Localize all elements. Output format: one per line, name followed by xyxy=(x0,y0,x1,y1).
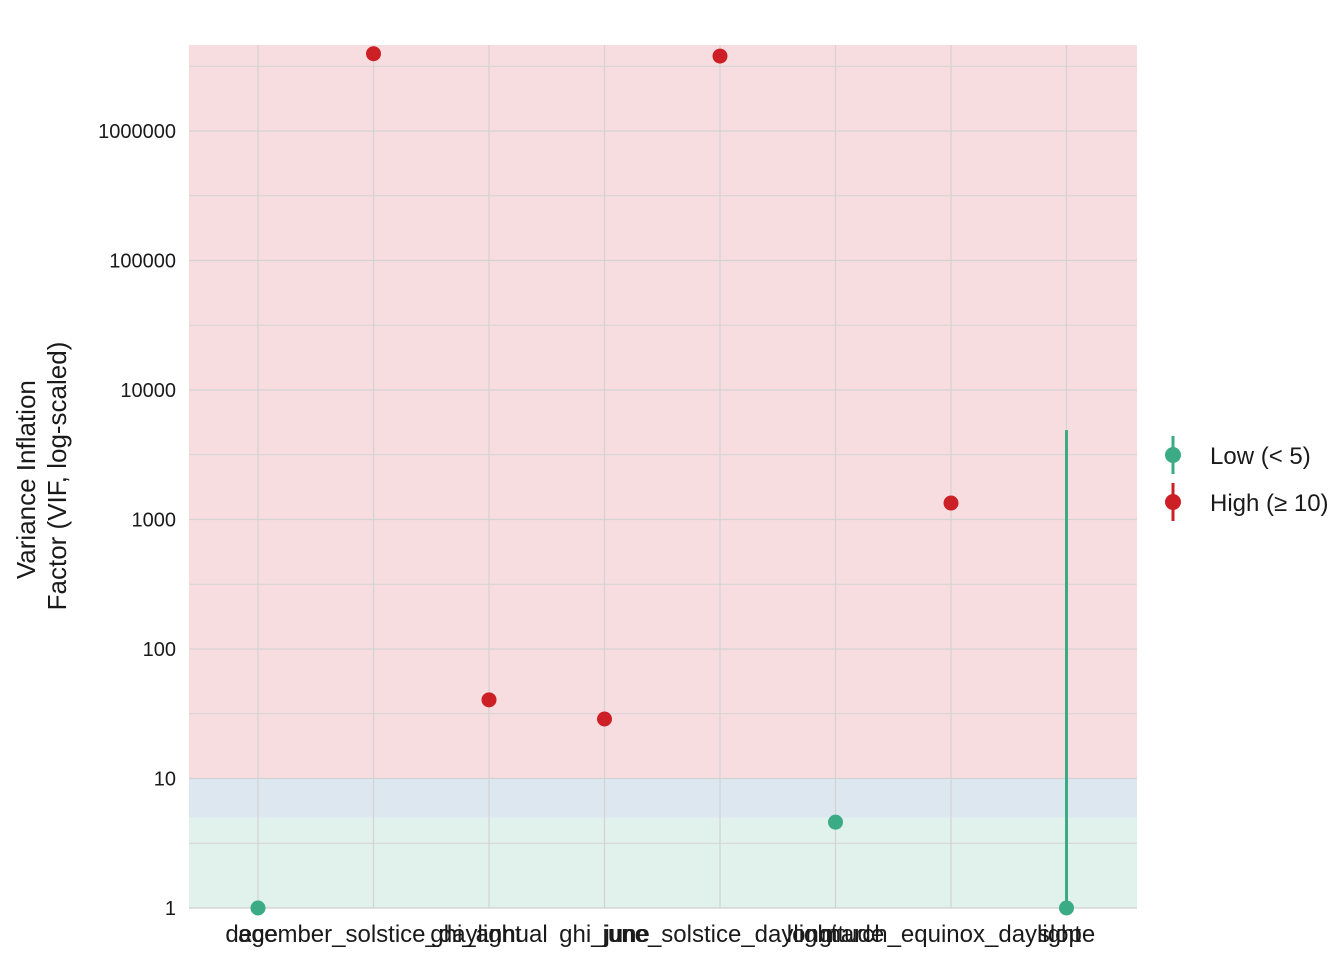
point-slope xyxy=(1059,900,1074,916)
y-tick-label: 100 xyxy=(143,639,176,661)
legend-label-low: Low (< 5) xyxy=(1210,443,1311,470)
point-ghi_annual xyxy=(481,692,497,708)
point-june_solstice_daylight xyxy=(712,48,728,64)
point-age xyxy=(250,900,266,916)
vif-bands xyxy=(189,45,1137,908)
x-tick-label: march_equinox_daylight xyxy=(821,921,1082,948)
band-2 xyxy=(189,45,1137,779)
y-tick-label: 1 xyxy=(165,898,176,920)
y-axis-title-line-1: Variance Inflation xyxy=(11,380,41,579)
y-tick-label: 1000000 xyxy=(98,121,176,143)
legend: Low (< 5) High (≥ 10) xyxy=(1165,436,1329,521)
point-ghi_june xyxy=(597,711,612,727)
y-tick-label: 1000 xyxy=(132,510,177,532)
x-tick-label: june_solstice_daylight xyxy=(602,921,838,948)
legend-key-point-high xyxy=(1165,494,1181,510)
y-tick-label: 100000 xyxy=(109,251,176,273)
y-axis-title-line-2: Factor (VIF, log-scaled) xyxy=(42,342,72,611)
band-0 xyxy=(189,817,1137,908)
legend-key-point-low xyxy=(1165,447,1181,463)
x-tick-label: longitude xyxy=(787,921,884,948)
x-tick-label: ghi_june xyxy=(559,921,650,948)
x-tick-label: age xyxy=(238,921,278,948)
y-axis-ticks: 1 10 100 1000 10000 100000 1000000 xyxy=(98,121,176,920)
x-tick-label: slope xyxy=(1038,921,1095,948)
x-tick-label: december_solstice_daylight xyxy=(225,921,522,948)
x-tick-label: ghi_annual xyxy=(430,921,547,948)
y-axis-title: Variance Inflation Factor (VIF, log-scal… xyxy=(11,342,72,611)
data-points xyxy=(250,46,1074,916)
point-longitude xyxy=(828,814,843,830)
y-tick-label: 10000 xyxy=(120,380,176,402)
band-1 xyxy=(189,778,1137,818)
legend-label-high: High (≥ 10) xyxy=(1210,490,1329,517)
y-tick-label: 10 xyxy=(154,769,176,791)
point-december_solstice_daylight xyxy=(366,46,381,62)
point-march_equinox_daylight xyxy=(943,495,959,511)
